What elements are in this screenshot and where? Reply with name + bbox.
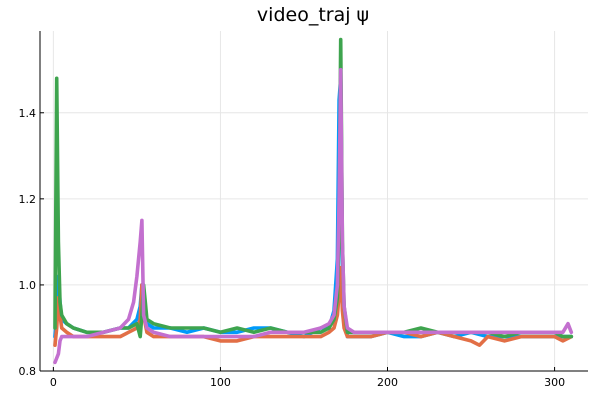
x-tick-label: 300 — [544, 376, 565, 389]
series-line-3 — [53, 37, 574, 339]
y-tick-label: 0.8 — [19, 365, 37, 378]
x-tick-label: 0 — [50, 376, 57, 389]
x-tick-label: 200 — [377, 376, 398, 389]
axes — [39, 31, 588, 372]
series-lines — [53, 37, 574, 365]
y-tick-label: 1.0 — [19, 279, 37, 292]
tick-labels: 0 100 200 300 0.8 1.0 1.2 1.4 — [19, 107, 566, 389]
x-tick-label: 100 — [210, 376, 231, 389]
y-tick-label: 1.4 — [19, 107, 37, 120]
series-line-2 — [53, 265, 574, 348]
series-line-4 — [53, 67, 574, 365]
chart-title: video_traj ψ — [257, 4, 369, 26]
grid — [40, 31, 588, 372]
y-tick-label: 1.2 — [19, 193, 37, 206]
